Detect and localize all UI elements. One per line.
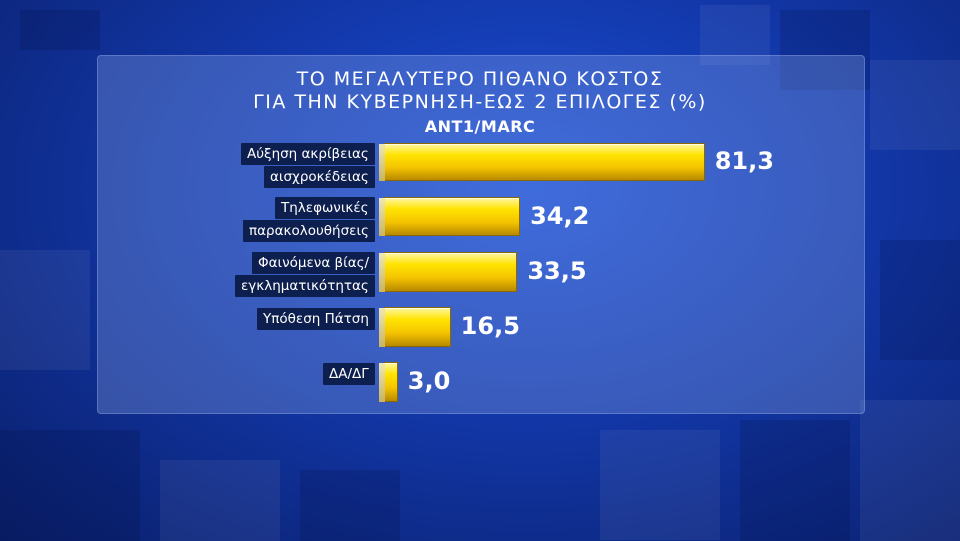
background-tile [870,60,960,150]
background-tile [780,10,870,90]
value-label: 16,5 [460,312,520,340]
background-tile [0,250,90,370]
bar [379,362,398,402]
bar [379,143,705,181]
background-tile [700,5,770,65]
value-label: 33,5 [527,257,587,285]
category-label: Υπόθεση Πάτση [257,308,375,330]
category-label: Αύξηση ακρίβειας [241,143,375,165]
background-tile [20,10,100,50]
bar [378,197,521,236]
background-tile [300,470,400,541]
value-label: 3,0 [407,367,451,395]
category-label: Φαινόμενα βίας/ [252,252,376,274]
background-tile [160,460,280,541]
background-tile [740,420,850,541]
category-label: εγκληματικότητας [235,275,375,297]
bar [378,252,518,292]
background-tile [0,430,140,541]
background-tile [880,240,960,360]
bar [379,307,451,347]
category-label: ΔΑ/ΔΓ [323,363,375,385]
chart-subtitle: ΓΙΑ ΤΗΝ ΚΥΒΕΡΝΗΣΗ-ΕΩΣ 2 ΕΠΙΛΟΓΕΣ (%) [253,91,707,113]
background-tile [600,430,720,540]
background-tile [860,400,960,541]
category-label: Τηλεφωνικές [275,197,375,219]
chart-title: ΤΟ ΜΕΓΑΛΥΤΕΡΟ ΠΙΘΑΝΟ ΚΟΣΤΟΣ [296,68,664,90]
chart-source: ANT1/MARC [424,117,536,136]
value-label: 81,3 [714,147,774,175]
category-label: παρακολουθήσεις [243,220,375,242]
category-label: αισχροκέδειας [264,166,375,188]
value-label: 34,2 [530,201,590,230]
